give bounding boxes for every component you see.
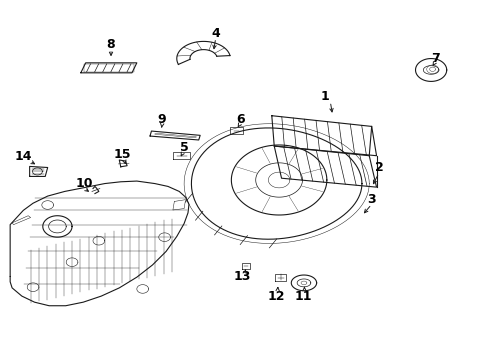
Text: 13: 13: [234, 270, 251, 283]
Text: 15: 15: [114, 148, 131, 162]
Text: 2: 2: [375, 161, 383, 174]
Text: 1: 1: [321, 90, 330, 103]
Text: 12: 12: [268, 289, 285, 303]
Text: 9: 9: [158, 113, 167, 126]
Text: 14: 14: [15, 150, 32, 163]
Text: 11: 11: [294, 289, 312, 303]
Text: 6: 6: [236, 113, 245, 126]
Text: 8: 8: [107, 38, 115, 51]
Text: 5: 5: [180, 141, 189, 154]
Text: 10: 10: [75, 177, 93, 190]
Text: 3: 3: [368, 193, 376, 206]
Text: 4: 4: [211, 27, 220, 40]
Text: 7: 7: [431, 52, 440, 65]
